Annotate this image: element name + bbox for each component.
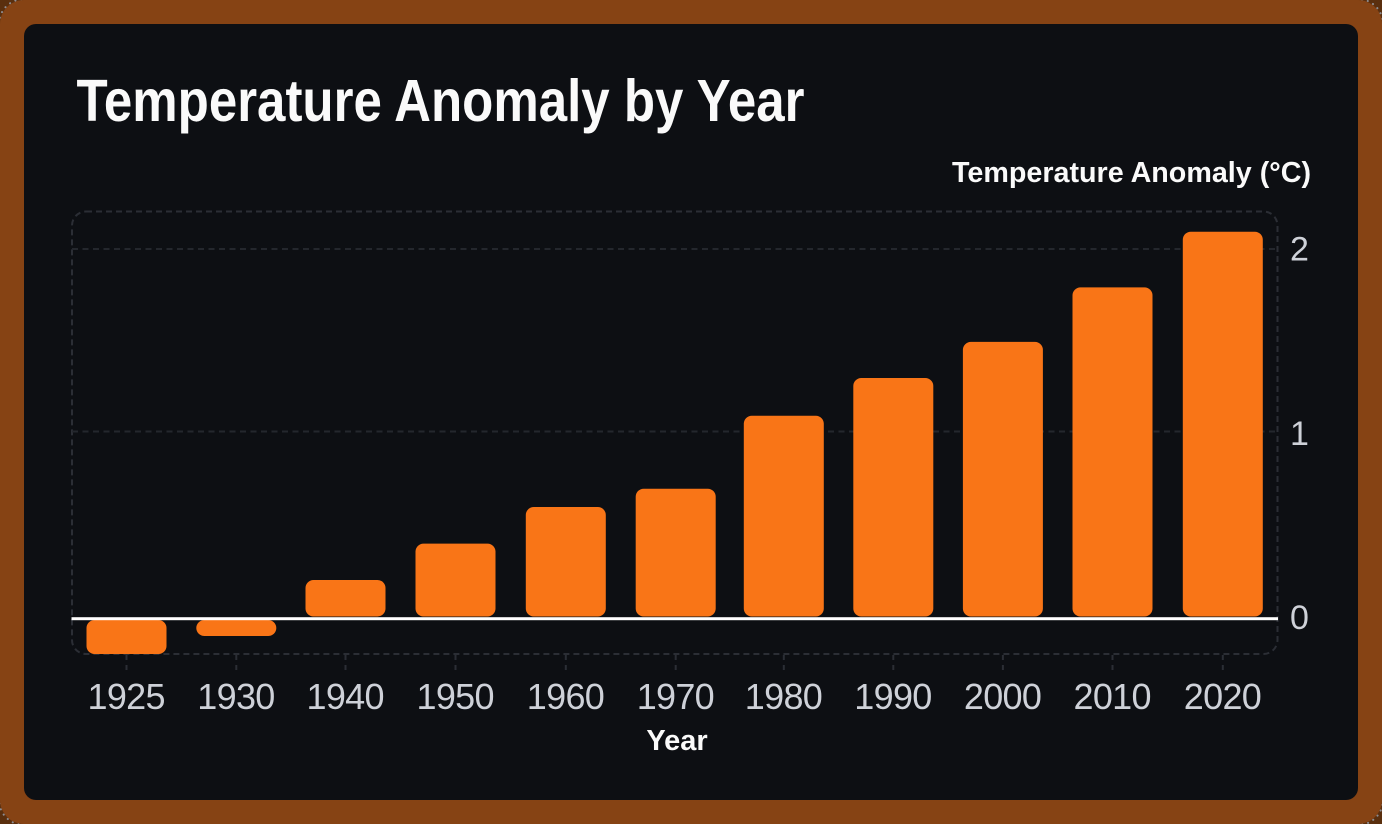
svg-text:2010: 2010 <box>1074 676 1152 717</box>
svg-text:1980: 1980 <box>745 676 823 717</box>
svg-text:1: 1 <box>1290 415 1309 453</box>
svg-text:1930: 1930 <box>197 676 275 717</box>
svg-text:1970: 1970 <box>637 676 715 717</box>
svg-text:1940: 1940 <box>307 676 385 717</box>
svg-text:1925: 1925 <box>88 676 166 717</box>
svg-text:1990: 1990 <box>854 676 932 717</box>
svg-text:Year: Year <box>646 725 707 757</box>
svg-text:1960: 1960 <box>527 676 605 717</box>
svg-text:2: 2 <box>1290 231 1309 269</box>
svg-text:Temperature Anomaly by Year: Temperature Anomaly by Year <box>77 68 805 134</box>
svg-text:Temperature Anomaly (°C): Temperature Anomaly (°C) <box>952 157 1311 189</box>
svg-text:0: 0 <box>1290 599 1309 637</box>
svg-text:2000: 2000 <box>964 676 1042 717</box>
svg-text:1950: 1950 <box>417 676 495 717</box>
svg-text:2020: 2020 <box>1184 676 1262 717</box>
